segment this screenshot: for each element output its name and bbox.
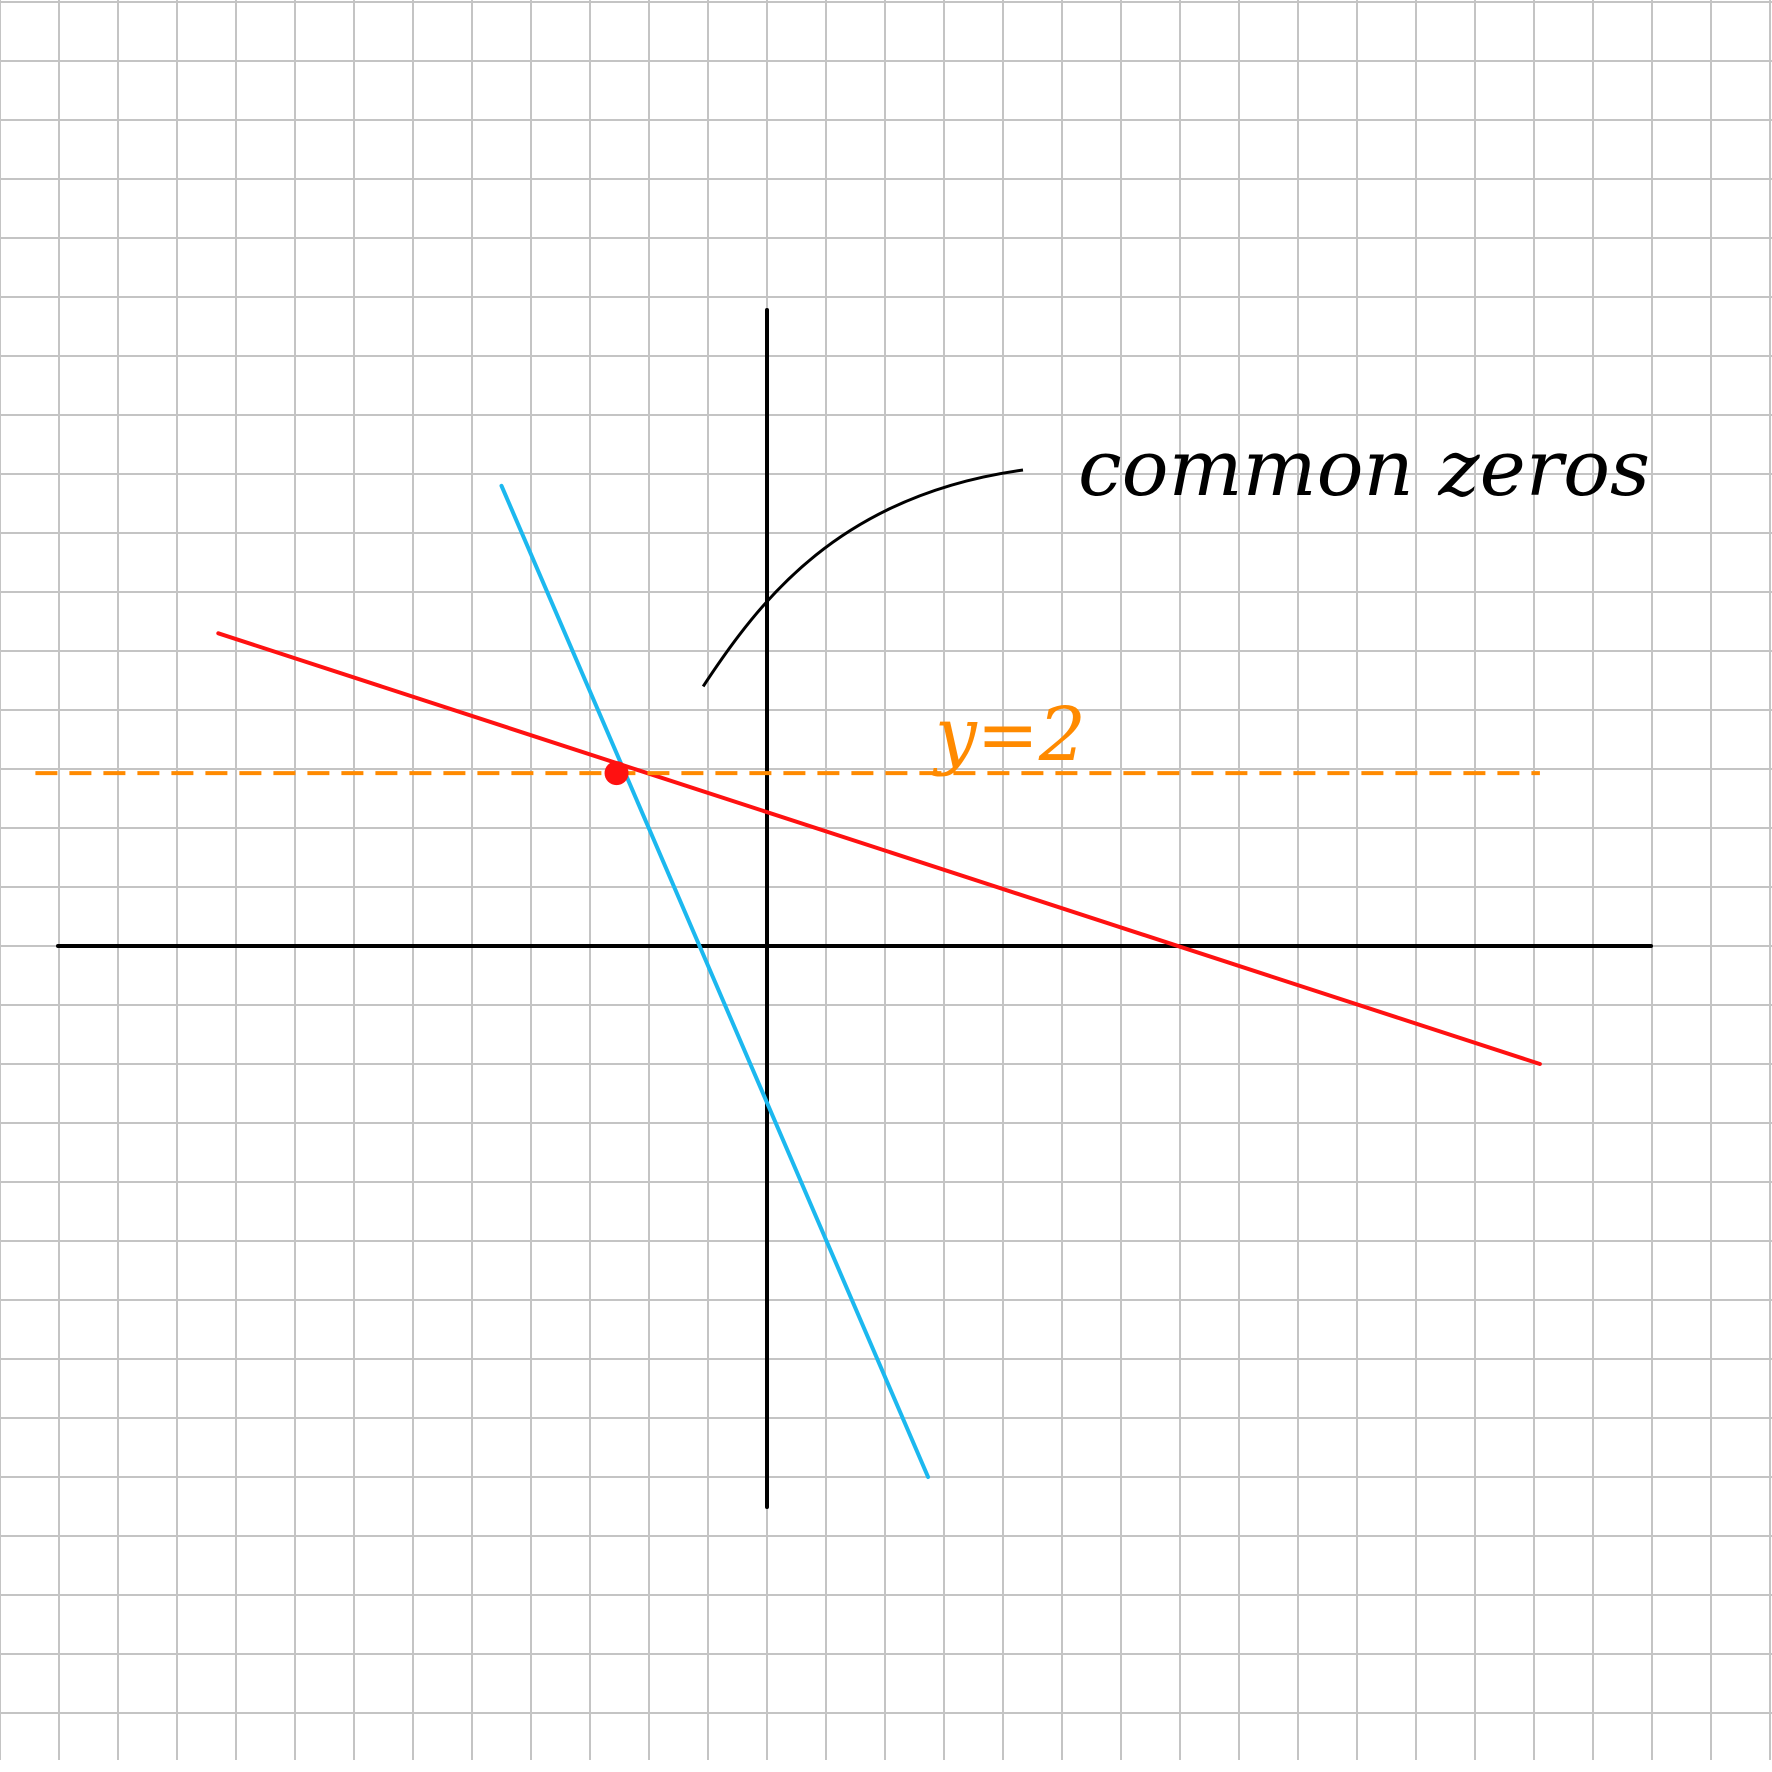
intersection-point [604, 761, 629, 786]
series-line-blue [499, 483, 931, 1479]
annotations: common zeros y=2 [701, 424, 1650, 778]
series-line-red [216, 631, 1542, 1066]
annotation-common-zeros: common zeros [1078, 424, 1650, 514]
data-points [604, 761, 629, 786]
axes [56, 308, 1653, 1509]
annotation-pointer-curve [701, 468, 1024, 688]
annotation-y-equals-2: y=2 [932, 692, 1086, 778]
series-lines [35, 483, 1542, 1479]
